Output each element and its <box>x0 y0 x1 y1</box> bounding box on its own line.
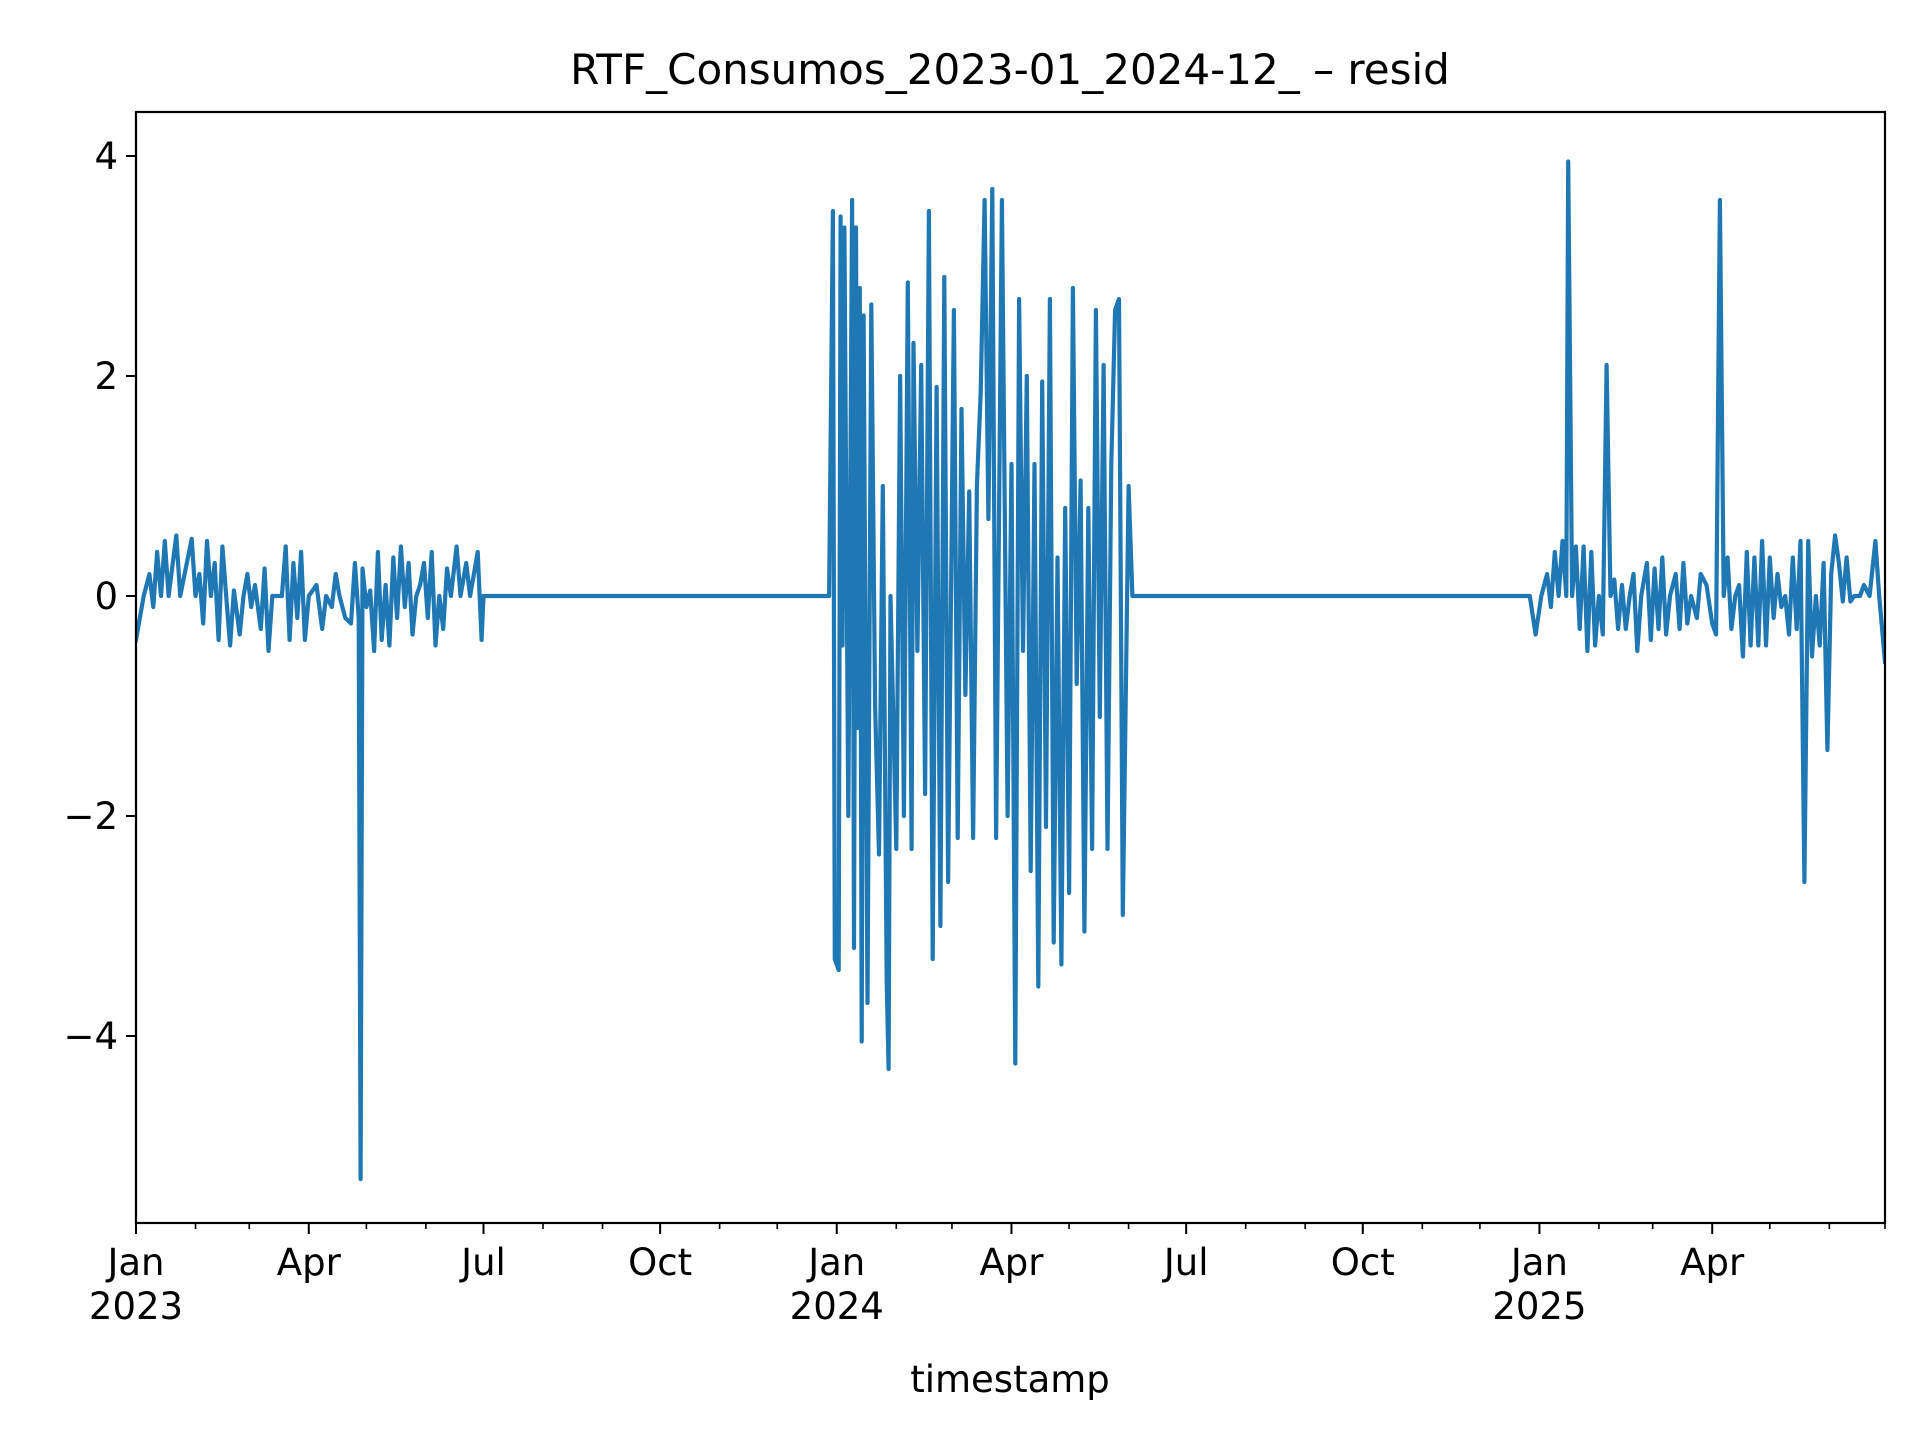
y-axis: −4 −2 0 2 4 <box>63 135 136 1058</box>
x-tick-label: Apr <box>979 1241 1044 1284</box>
y-tick-label: 2 <box>94 355 118 398</box>
x-tick-year-label: 2024 <box>790 1285 884 1328</box>
y-tick-label: −2 <box>63 795 118 838</box>
x-tick-label: Jan <box>806 1241 865 1284</box>
x-tick-label: Apr <box>277 1241 342 1284</box>
x-tick-label: Jan <box>1509 1241 1568 1284</box>
x-tick-year-label: 2023 <box>89 1285 183 1328</box>
x-tick-year-label: 2025 <box>1492 1285 1586 1328</box>
y-tick-label: 4 <box>94 135 118 178</box>
x-axis-label: timestamp <box>910 1358 1110 1401</box>
y-tick-label: 0 <box>94 575 118 618</box>
plot-area <box>136 159 1885 1182</box>
plot-frame <box>134 110 1887 1225</box>
series-line-resid <box>136 159 1885 1182</box>
x-tick-label: Oct <box>1331 1241 1395 1284</box>
x-tick-label: Apr <box>1680 1241 1745 1284</box>
y-tick-label: −4 <box>63 1015 118 1058</box>
x-tick-label: Jul <box>459 1241 506 1284</box>
x-tick-label: Oct <box>628 1241 692 1284</box>
chart-title: RTF_Consumos_2023-01_2024-12_ – resid <box>570 45 1450 94</box>
x-tick-label: Jul <box>1162 1241 1209 1284</box>
x-tick-label: Jan <box>105 1241 164 1284</box>
